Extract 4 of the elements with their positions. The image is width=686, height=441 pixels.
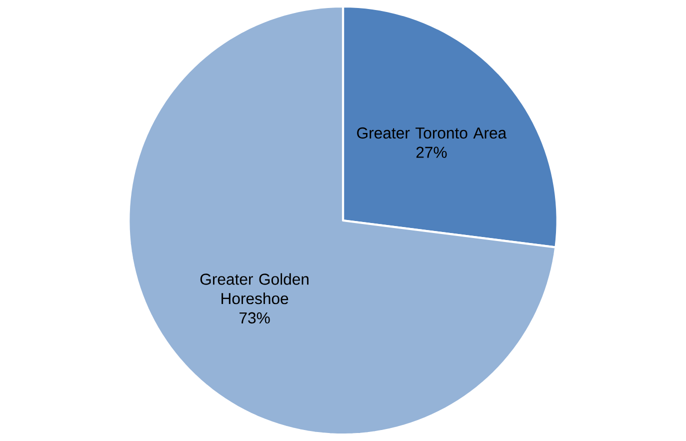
slice-label: Greater Golden Horeshoe (200, 273, 308, 304)
data-label: 73% (240, 312, 270, 324)
slice-label: Greater Toronto Area (357, 127, 507, 139)
data-label: 27% (416, 146, 447, 158)
